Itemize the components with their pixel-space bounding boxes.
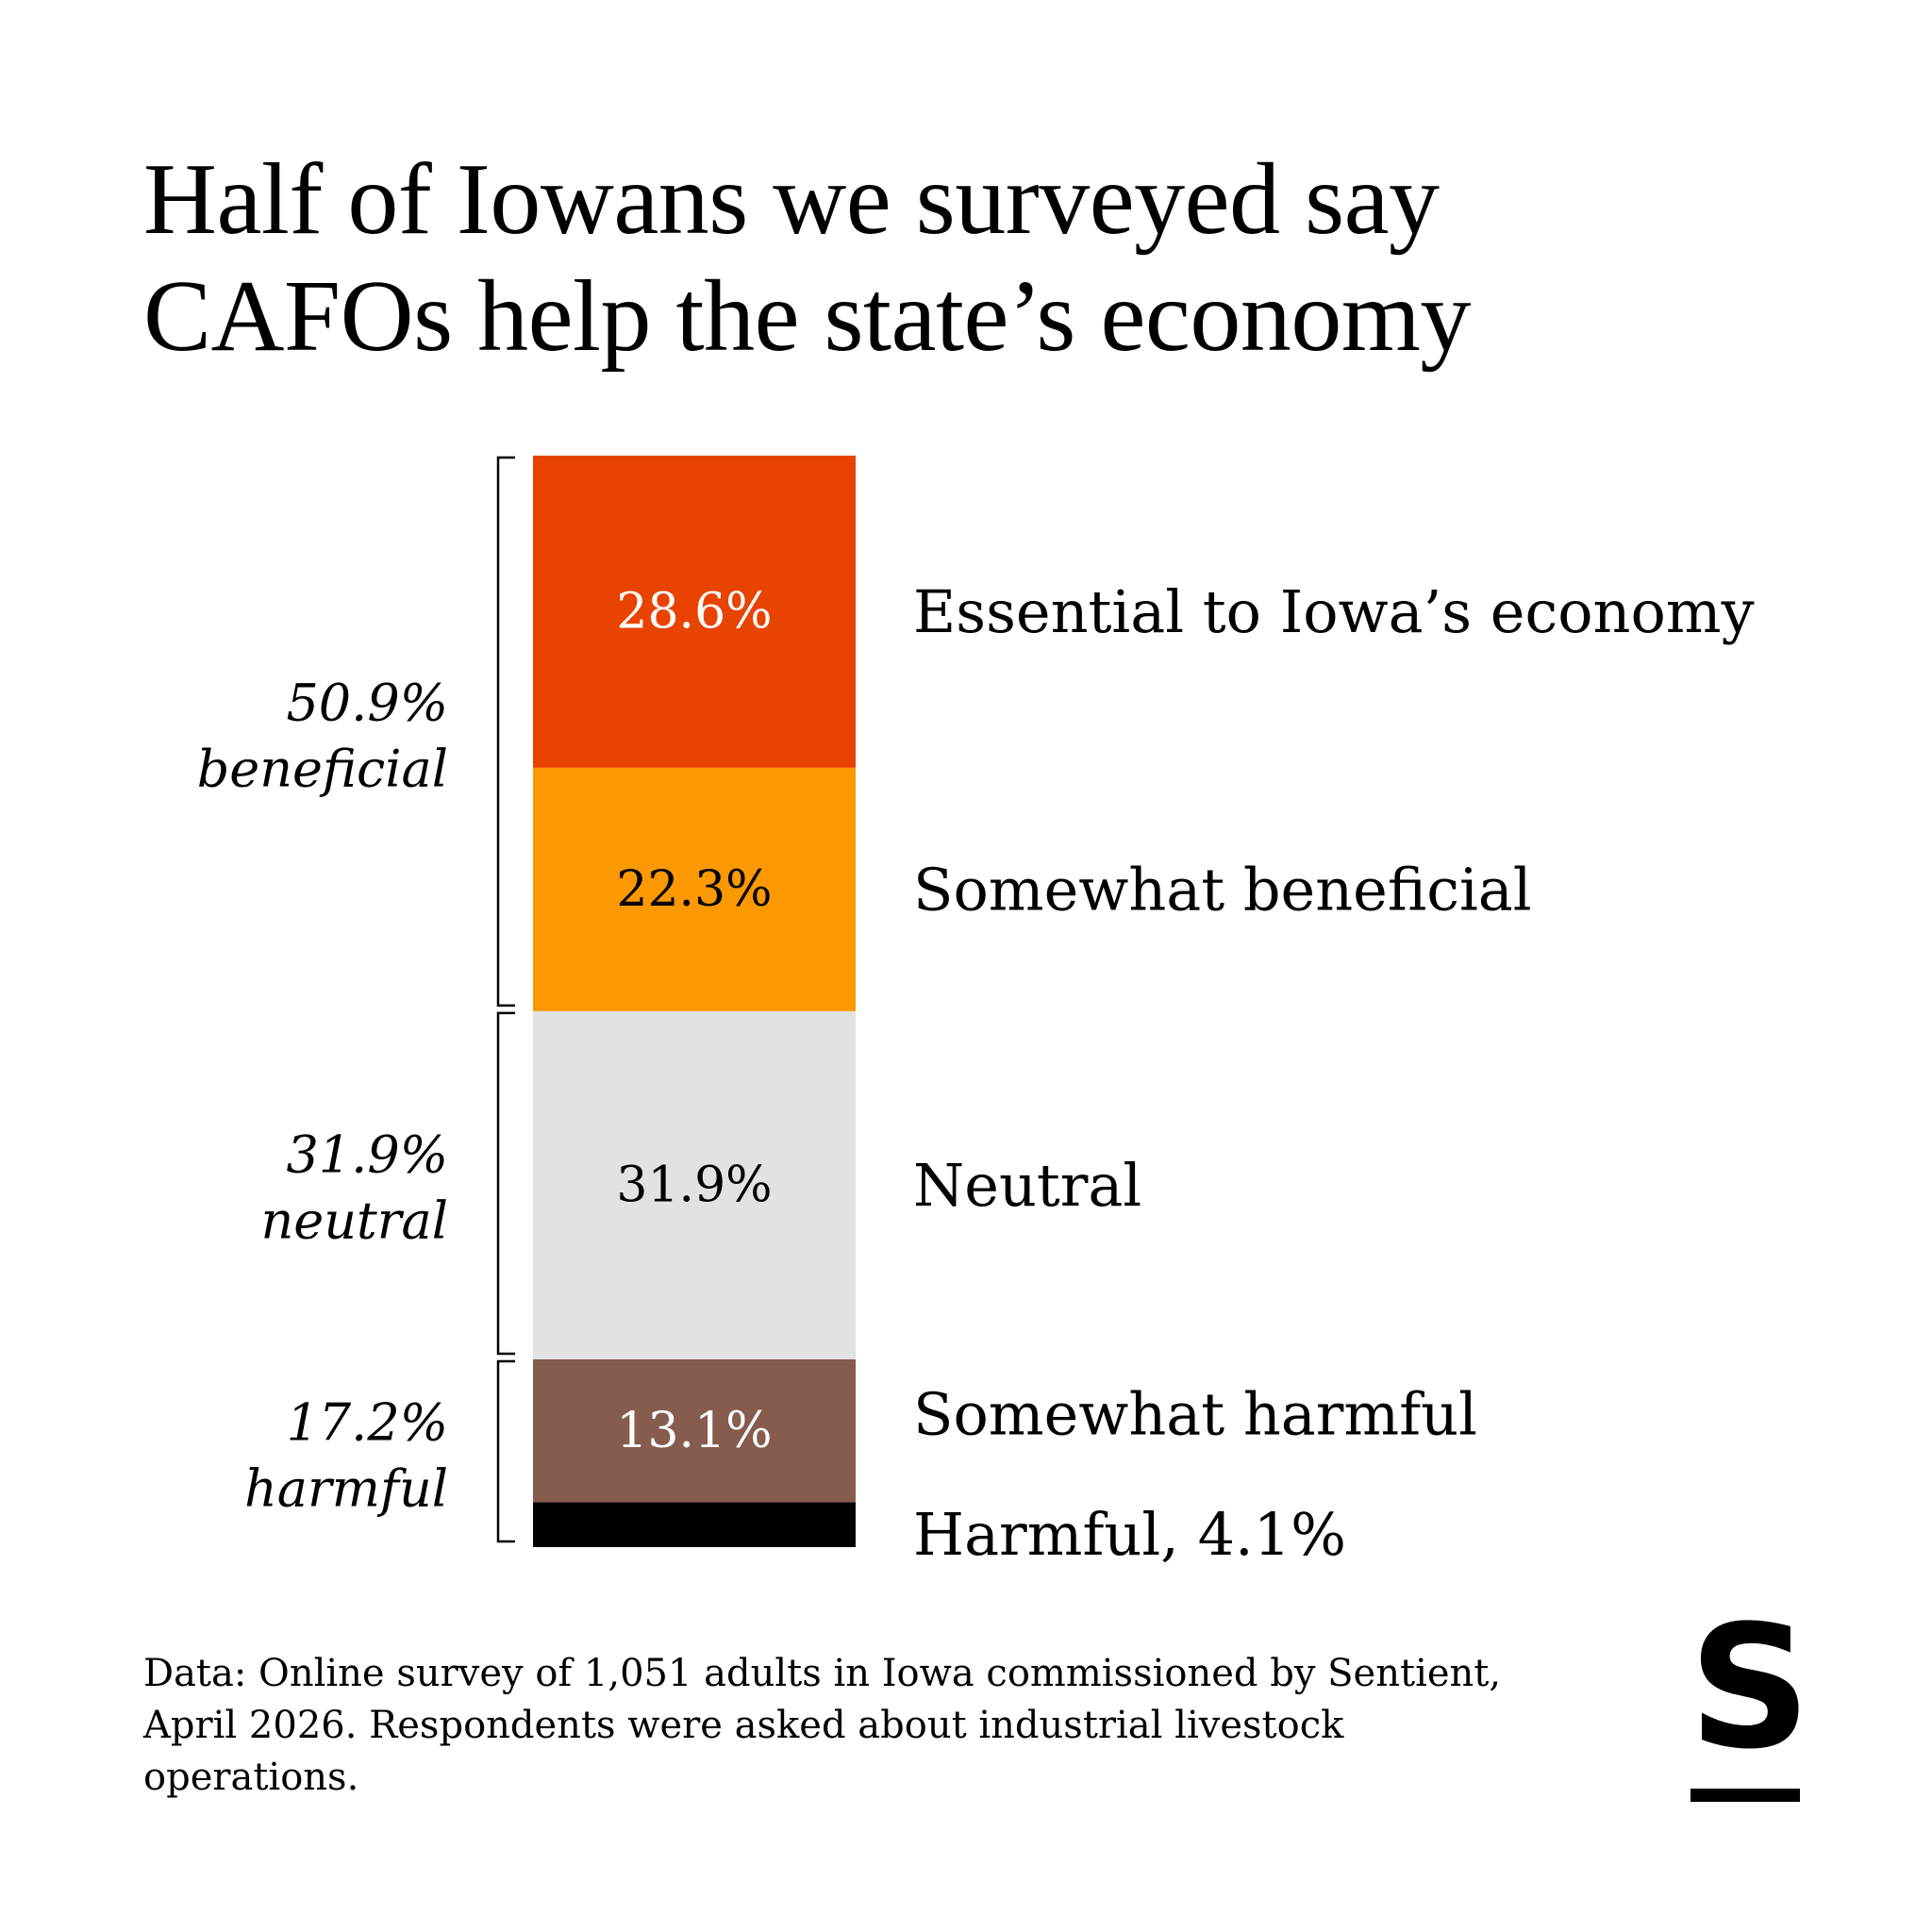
logo-letter: S	[1689, 1590, 1811, 1787]
logo-underline	[1690, 1789, 1800, 1802]
group-value-beneficial: 50.9%	[286, 673, 448, 732]
bar-segment-neutral	[533, 1010, 856, 1359]
segment-label-harmful: Harmful, 4.1%	[913, 1500, 1346, 1569]
segment-label-essential: Essential to Iowa’s economy	[913, 577, 1755, 646]
bracket-neutral	[496, 1011, 515, 1356]
segment-label-neutral: Neutral	[913, 1151, 1141, 1220]
data-source-note: Data: Online survey of 1,051 adults in I…	[143, 1652, 1502, 1799]
chart-title-line-2: CAFOs help the state’s economy	[143, 260, 1471, 373]
group-value-neutral: 31.9%	[286, 1124, 448, 1184]
chart-title: Half of Iowans we surveyed say CAFOs hel…	[143, 142, 1841, 375]
segment-label-somewhat-beneficial: Somewhat beneficial	[913, 855, 1532, 924]
segment-value-somewhat-beneficial: 22.3%	[616, 861, 772, 918]
segment-value-neutral: 31.9%	[616, 1157, 772, 1213]
bracket-beneficial	[496, 456, 515, 1008]
group-label-harmful: harmful	[244, 1458, 448, 1518]
sentient-logo: S	[1689, 1590, 1811, 1811]
bar-segment-somewhat-harmful	[533, 1358, 856, 1503]
segment-value-somewhat-harmful: 13.1%	[616, 1403, 772, 1459]
group-label-neutral: neutral	[261, 1191, 449, 1250]
bracket-harmful	[496, 1359, 515, 1543]
chart-title-line-1: Half of Iowans we surveyed say	[143, 143, 1440, 256]
group-label-beneficial: beneficial	[197, 739, 448, 798]
bar-segment-harmful	[533, 1502, 856, 1547]
bar-segment-somewhat-beneficial	[533, 767, 856, 1011]
group-value-harmful: 17.2%	[286, 1392, 448, 1452]
segment-label-somewhat-harmful: Somewhat harmful	[913, 1379, 1477, 1448]
bar-segment-essential	[533, 456, 856, 768]
segment-value-essential: 28.6%	[616, 583, 772, 640]
